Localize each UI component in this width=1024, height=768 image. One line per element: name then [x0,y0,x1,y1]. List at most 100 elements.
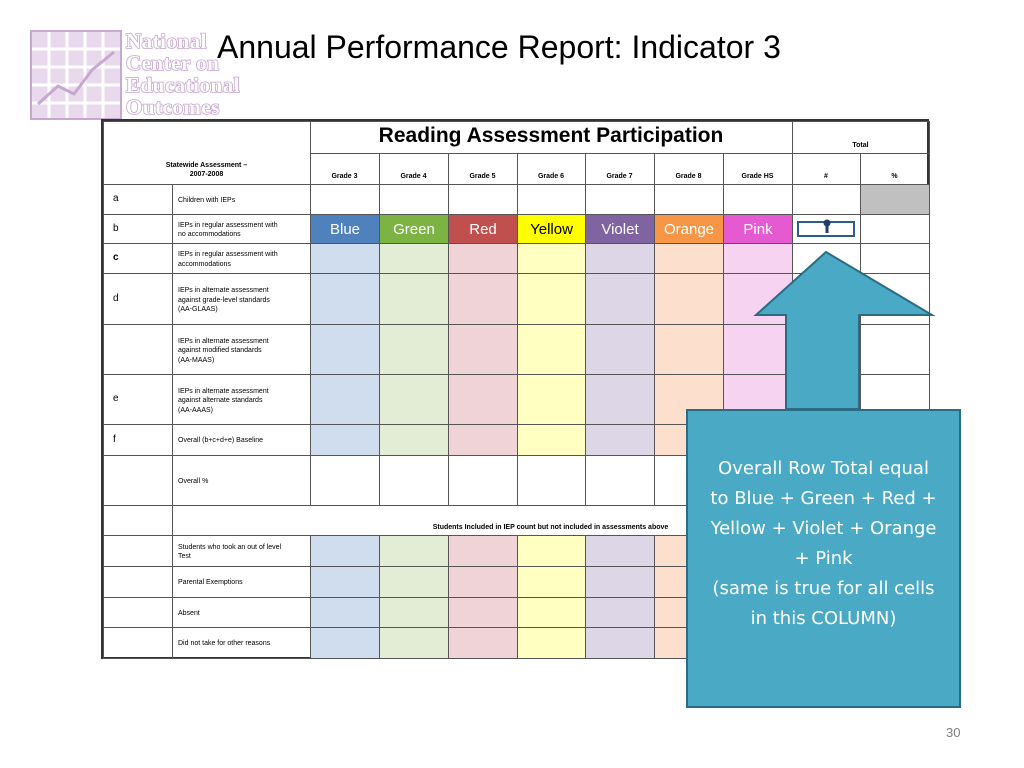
row-letter: b [113,222,119,234]
grade-value-cell [379,455,449,506]
logo-line: National [125,29,208,53]
callout-line: Yellow + Violet + Orange [710,518,937,539]
row-description: IEPs in regular assessment with [178,221,278,229]
row-description: against alternate standards [178,397,263,405]
logo-line: Outcomes [125,95,220,119]
grade-label: Grade 7 [606,173,633,180]
color-label-blue: Blue [311,215,379,243]
grade-value-cell [379,273,449,325]
grade-value-cell [585,535,655,567]
table-title: Reading Assessment Participation [378,124,724,147]
row-description: IEPs in alternate assessment [178,337,269,345]
row-description: (AA-AAAS) [178,406,214,414]
grade-value-cell [517,184,586,215]
grade-value-cell [654,273,724,325]
row-letter: e [113,393,119,404]
grade-value-cell [585,324,655,375]
hash-label: # [824,173,828,180]
callout-box: Overall Row Total equal to Blue + Green … [686,409,961,708]
grade-label: Grade 4 [400,173,427,180]
grade-value-cell [379,566,449,598]
grade-value-cell [310,566,380,598]
grade-value-cell [585,455,655,506]
grade-value-cell [448,597,518,628]
row-letter: a [113,193,119,204]
row-description: Did not take for other reasons [178,640,271,647]
color-label-green: Green [380,215,448,243]
color-label-pink: Pink [724,215,792,243]
grade-value-cell [585,597,655,628]
grade-value-cell [517,243,586,274]
grade-value-cell [379,424,449,456]
color-label-red: Red [449,215,517,243]
grade-value-cell [310,324,380,375]
grade-value-cell [585,374,655,425]
row-description: IEPs in alternate assessment [178,287,269,294]
total-percent-cell [860,324,930,375]
logo-wordmark: National Center on Educational Outcomes [125,29,241,119]
grade-value-cell [448,566,518,598]
total-percent-cell [860,243,930,274]
row-description: Absent [178,609,200,617]
grade-value-cell [310,273,380,325]
grade-value-cell [448,535,518,567]
row-letter: d [113,292,119,304]
slide-title: Annual Performance Report: Indicator 3 [217,29,781,65]
grade-value-cell [448,184,518,215]
grade-value-cell [448,424,518,456]
grade-value-cell [448,273,518,325]
grade-label: Grade HS [741,173,774,180]
color-label-orange: Orange [655,215,723,243]
row-letter: c [113,252,119,263]
callout-line: in this COLUMN) [750,608,897,629]
statewide-label: Statewide Assessment – [165,162,248,169]
callout-line: to Blue + Green + Red + [710,488,937,509]
logo-line: Center on [125,51,220,75]
grade-label: Grade 5 [469,173,496,180]
pct-label: % [891,173,898,180]
pin-marker-icon [823,219,831,233]
grade-value-cell [654,243,724,274]
callout-line: (same is true for all cells [712,578,935,599]
logo-line: Educational [125,73,241,97]
row-description: (AA-MAAS) [178,356,215,364]
grade-value-cell [379,324,449,375]
row-description: Test [178,553,191,561]
nceo-logo: National Center on Educational Outcomes [30,29,262,122]
grade-value-cell [310,424,380,456]
logo-grid-icon [30,30,122,120]
row-description: against modified standards [178,347,262,355]
total-percent-cell [860,184,930,215]
color-label-violet: Violet [586,215,654,243]
row-description: accommodations [178,260,231,268]
page-number: 30 [946,725,961,740]
row-description: against grade-level standards [178,296,270,304]
grade-value-cell [310,184,380,215]
grade-value-cell [585,424,655,456]
total-label: Total [852,142,869,149]
grade-label: Grade 3 [331,173,358,180]
row-description: Overall (b+c+d+e) Baseline [178,437,264,444]
grade-label: Grade 8 [675,173,702,180]
row-description: Children with IEPs [178,196,236,204]
row-description: IEPs in alternate assessment [178,387,269,395]
grade-value-cell [723,324,793,375]
row-description: (AA-GLAAS) [178,306,218,314]
row-description: Parental Exemptions [178,579,243,586]
color-label-yellow: Yellow [518,215,585,243]
grade-value-cell [517,566,586,598]
section-label: Students Included in IEP count but not i… [432,524,669,531]
grade-value-cell [517,627,586,659]
row-description: Students who took an out of level [178,543,282,551]
row-description: IEPs in regular assessment with [178,251,278,258]
callout-line: Overall Row Total equal [718,458,929,479]
statewide-year: 2007-2008 [189,171,224,178]
total-percent-cell [860,214,930,244]
grade-value-cell [517,597,586,628]
grade-value-cell [310,627,380,659]
grade-value-cell [379,627,449,659]
callout-line: + Pink [794,548,853,569]
grade-value-cell [654,324,724,375]
row-description: no accommodations [178,231,241,239]
grade-label: Grade 6 [537,173,565,180]
